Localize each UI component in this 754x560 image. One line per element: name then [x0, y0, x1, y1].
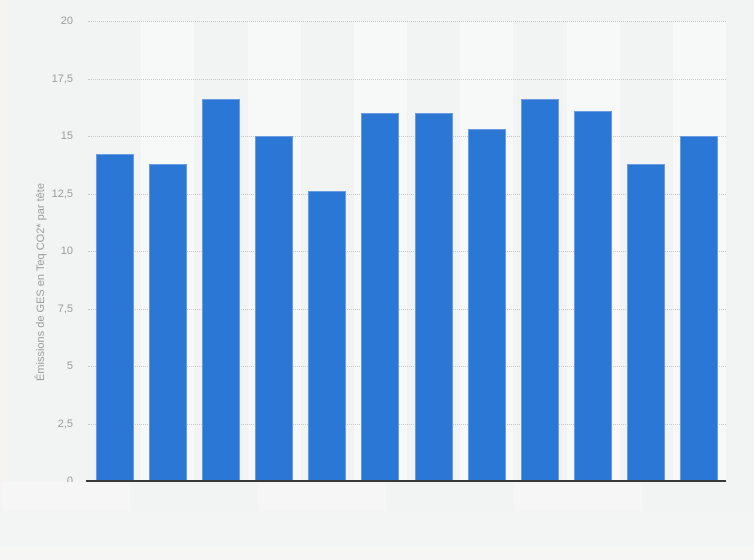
bar-4[interactable]	[255, 136, 294, 480]
y-gridline-12.5	[88, 193, 726, 195]
y-tick-label-15: 15	[60, 130, 73, 142]
y-gridline-7.5	[88, 308, 726, 310]
below-axis-band-1	[2, 482, 130, 511]
below-axis-band-2	[258, 482, 386, 511]
y-tick-label-20: 20	[60, 15, 73, 27]
bar-8[interactable]	[467, 129, 506, 480]
bar-9[interactable]	[520, 99, 559, 480]
left-margin-strip	[0, 0, 8, 505]
y-gridline-5	[88, 366, 726, 367]
y-tick-label-5: 5	[66, 360, 73, 372]
y-gridline-2.5	[88, 423, 726, 425]
below-axis-band-3	[514, 482, 642, 511]
y-axis-title: Émissions de GES en Teq CO2* par tête	[35, 183, 47, 381]
bar-3[interactable]	[201, 99, 240, 480]
y-tick-label-12.5: 12,5	[51, 187, 73, 200]
y-tick-label-7.5: 7,5	[57, 302, 73, 315]
y-tick-label-10: 10	[60, 245, 73, 257]
y-gridline-10	[88, 251, 726, 252]
bar-7[interactable]	[414, 113, 453, 480]
y-gridline-15	[88, 136, 726, 137]
x-axis-line	[86, 480, 726, 482]
bar-5[interactable]	[308, 191, 347, 480]
bottom-edge-strip	[0, 547, 754, 560]
bar-10[interactable]	[574, 111, 613, 480]
y-gridline-20	[88, 21, 726, 22]
bar-6[interactable]	[361, 113, 400, 480]
bar-1[interactable]	[95, 154, 134, 480]
bar-12[interactable]	[680, 136, 719, 480]
y-gridline-17.5	[88, 78, 726, 80]
bar-11[interactable]	[627, 164, 666, 480]
y-tick-label-17.5: 17,5	[51, 72, 73, 85]
bar-2[interactable]	[148, 164, 187, 480]
y-tick-label-0: 0	[66, 475, 73, 487]
y-tick-label-2.5: 2,5	[57, 417, 73, 430]
